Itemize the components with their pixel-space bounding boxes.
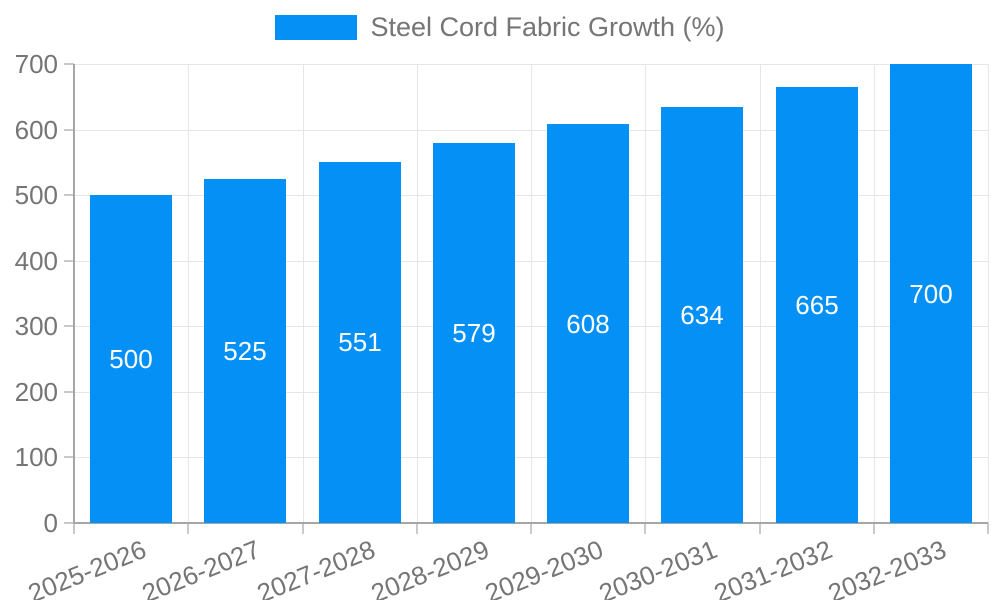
- y-axis-tick: [64, 391, 74, 393]
- v-gridline: [417, 64, 418, 523]
- y-axis-tick-label: 400: [14, 246, 58, 276]
- y-axis-tick: [64, 522, 74, 524]
- v-gridline: [303, 64, 304, 523]
- legend-color-swatch: [275, 15, 358, 40]
- x-axis-tick: [187, 523, 189, 534]
- y-axis-tick-label: 0: [43, 508, 58, 538]
- x-axis-label: 2025-2026: [23, 534, 151, 600]
- v-gridline: [531, 64, 532, 523]
- x-axis-label: 2032-2033: [823, 534, 951, 600]
- x-axis-label: 2027-2028: [252, 534, 380, 600]
- v-gridline: [760, 64, 761, 523]
- x-axis-line: [73, 522, 988, 524]
- x-axis-tick: [987, 523, 989, 534]
- legend-item[interactable]: Steel Cord Fabric Growth (%): [0, 12, 1000, 43]
- y-axis-tick-label: 300: [14, 311, 58, 341]
- bar[interactable]: [890, 64, 972, 523]
- v-gridline: [988, 64, 989, 523]
- x-axis-tick: [644, 523, 646, 534]
- x-axis-label: 2029-2030: [480, 534, 608, 600]
- y-axis-tick: [64, 63, 74, 65]
- x-axis-tick: [302, 523, 304, 534]
- y-axis-tick: [64, 129, 74, 131]
- v-gridline: [874, 64, 875, 523]
- bar[interactable]: [776, 87, 858, 523]
- bar[interactable]: [319, 162, 401, 523]
- bar[interactable]: [547, 124, 629, 523]
- bar[interactable]: [90, 195, 172, 523]
- bar[interactable]: [204, 179, 286, 523]
- x-axis-label: 2031-2032: [709, 534, 837, 600]
- y-axis-tick-label: 700: [14, 49, 58, 79]
- x-axis-label: 2026-2027: [137, 534, 265, 600]
- y-axis-line: [73, 64, 75, 523]
- x-axis-label: 2028-2029: [366, 534, 494, 600]
- v-gridline: [645, 64, 646, 523]
- bar[interactable]: [661, 107, 743, 523]
- x-axis-label: 2030-2031: [594, 534, 722, 600]
- y-axis-tick-label: 600: [14, 115, 58, 145]
- v-gridline: [188, 64, 189, 523]
- x-axis-tick: [416, 523, 418, 534]
- y-axis-tick: [64, 260, 74, 262]
- legend-label: Steel Cord Fabric Growth (%): [370, 12, 725, 42]
- y-axis-tick: [64, 194, 74, 196]
- y-axis-tick: [64, 325, 74, 327]
- y-axis-tick: [64, 456, 74, 458]
- x-axis-tick: [530, 523, 532, 534]
- bar[interactable]: [433, 143, 515, 523]
- y-axis-tick-label: 200: [14, 377, 58, 407]
- y-axis-tick-label: 500: [14, 180, 58, 210]
- y-axis-tick-label: 100: [14, 442, 58, 472]
- x-axis-tick: [873, 523, 875, 534]
- x-axis-tick: [73, 523, 75, 534]
- x-axis-tick: [759, 523, 761, 534]
